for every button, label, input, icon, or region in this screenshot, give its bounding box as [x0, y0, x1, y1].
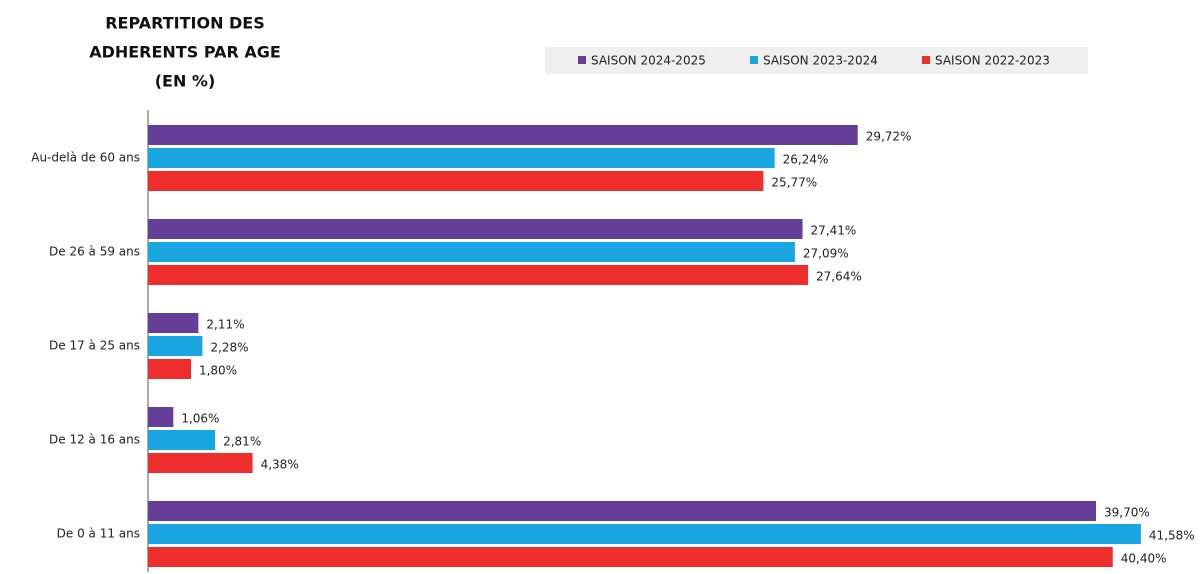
data-label: 41,58% — [1149, 529, 1195, 543]
legend-label: SAISON 2022-2023 — [935, 54, 1050, 68]
y-tick-label: De 12 à 16 ans — [49, 433, 140, 447]
bar — [148, 524, 1141, 544]
bar — [148, 547, 1113, 567]
data-label: 2,81% — [223, 435, 261, 449]
legend-label: SAISON 2023-2024 — [763, 54, 878, 68]
data-label: 40,40% — [1121, 552, 1167, 566]
legend-box — [545, 47, 1088, 74]
bar — [148, 219, 803, 239]
bar — [148, 453, 253, 473]
bar — [148, 407, 174, 427]
data-label: 39,70% — [1104, 506, 1150, 520]
bar — [148, 501, 1097, 521]
legend-swatch — [578, 56, 586, 64]
data-label: 29,72% — [866, 130, 912, 144]
data-label: 25,77% — [771, 176, 817, 190]
bar — [148, 430, 216, 450]
legend-swatch — [750, 56, 758, 64]
legend-swatch — [922, 56, 930, 64]
data-label: 1,06% — [181, 412, 219, 426]
bar — [148, 148, 775, 168]
bar — [148, 336, 203, 356]
chart-title: ADHERENTS PAR AGE — [89, 43, 281, 62]
data-label: 26,24% — [783, 153, 829, 167]
data-label: 27,41% — [811, 224, 857, 238]
y-tick-label: De 17 à 25 ans — [49, 339, 140, 353]
chart-title: (EN %) — [155, 72, 216, 91]
data-label: 2,28% — [210, 341, 248, 355]
data-label: 1,80% — [199, 364, 237, 378]
data-label: 2,11% — [206, 318, 244, 332]
chart-title: REPARTITION DES — [105, 14, 265, 33]
bar — [148, 125, 858, 145]
y-tick-label: De 0 à 11 ans — [57, 527, 140, 541]
legend-label: SAISON 2024-2025 — [591, 54, 706, 68]
bar — [148, 242, 795, 262]
data-label: 27,09% — [803, 247, 849, 261]
bar — [148, 359, 191, 379]
data-label: 4,38% — [261, 458, 299, 472]
bar — [148, 313, 199, 333]
bar — [148, 265, 809, 285]
y-tick-label: Au-delà de 60 ans — [31, 151, 140, 165]
data-label: 27,64% — [816, 270, 862, 284]
y-tick-label: De 26 à 59 ans — [49, 245, 140, 259]
bar — [148, 171, 764, 191]
